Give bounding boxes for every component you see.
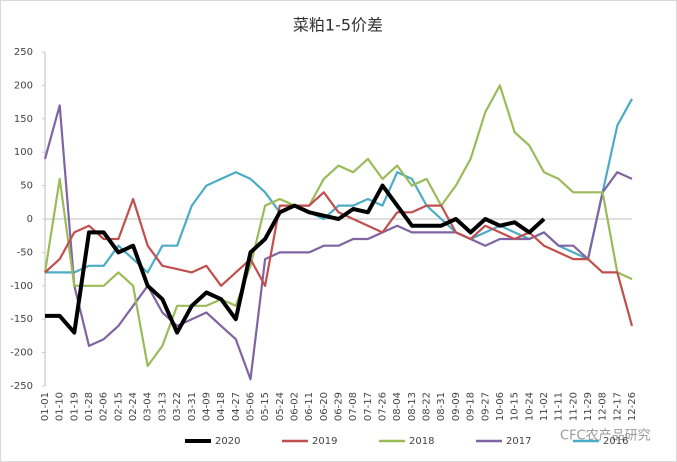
- x-tick-label: 12-26: [627, 392, 638, 421]
- x-tick-label: 06-11: [304, 392, 315, 421]
- x-tick-label: 09-27: [480, 392, 491, 421]
- y-tick-label: -250: [10, 381, 33, 392]
- x-tick-label: 11-02: [539, 392, 550, 421]
- legend-label: 2018: [409, 436, 434, 447]
- x-tick-label: 01-10: [55, 392, 66, 421]
- x-tick-label: 09-18: [466, 392, 477, 421]
- x-tick-label: 04-09: [201, 392, 212, 421]
- x-tick-label: 07-08: [348, 392, 359, 421]
- x-tick-label: 05-15: [260, 392, 271, 421]
- x-tick-label: 02-15: [113, 392, 124, 421]
- x-tick-label: 10-06: [495, 392, 506, 421]
- x-tick-label: 08-13: [407, 392, 418, 421]
- y-tick-label: 150: [14, 114, 33, 125]
- x-tick-label: 01-28: [84, 392, 95, 421]
- x-tick-label: 04-27: [231, 392, 242, 421]
- y-tick-label: -100: [10, 281, 33, 292]
- x-tick-label: 04-18: [216, 392, 227, 421]
- x-tick-label: 03-31: [187, 392, 198, 421]
- x-tick-label: 10-15: [510, 392, 521, 421]
- x-tick-label: 06-20: [319, 392, 330, 421]
- y-tick-label: -150: [10, 314, 33, 325]
- y-tick-label: -200: [10, 348, 33, 359]
- x-tick-label: 02-24: [128, 392, 139, 421]
- x-tick-label: 09-09: [451, 392, 462, 421]
- x-tick-label: 01-19: [69, 392, 80, 421]
- y-tick-label: 100: [14, 147, 33, 158]
- x-tick-label: 11-20: [568, 392, 579, 421]
- x-tick-label: 05-06: [245, 392, 256, 421]
- series-line: [44, 191, 634, 327]
- y-tick-label: 250: [14, 47, 33, 58]
- x-tick-label: 11-29: [583, 392, 594, 421]
- legend-label: 2020: [215, 436, 240, 447]
- legend-label: 2016: [603, 436, 628, 447]
- x-tick-label: 03-13: [157, 392, 168, 421]
- x-tick-label: 06-02: [289, 392, 300, 421]
- x-tick-label: 11-11: [554, 392, 565, 421]
- x-tick-label: 03-04: [143, 392, 154, 421]
- series-line: [43, 84, 633, 368]
- x-tick-label: 02-06: [99, 392, 110, 421]
- series-line: [45, 183, 546, 335]
- x-tick-label: 07-17: [363, 392, 374, 421]
- y-tick-label: 50: [20, 181, 33, 192]
- x-tick-label: 07-26: [378, 392, 389, 421]
- legend-label: 2017: [506, 436, 531, 447]
- x-tick-label: 10-24: [524, 392, 535, 421]
- y-tick-label: -50: [17, 247, 33, 258]
- chart-title: 菜粕1-5价差: [293, 16, 383, 35]
- x-tick-label: 03-22: [172, 392, 183, 421]
- x-tick-label: 08-04: [392, 392, 403, 421]
- x-tick-label: 05-24: [275, 392, 286, 421]
- x-tick-label: 01-01: [40, 392, 51, 421]
- y-tick-label: 0: [27, 214, 33, 225]
- x-tick-label: 08-22: [422, 392, 433, 421]
- x-tick-label: 08-31: [436, 392, 447, 421]
- legend-label: 2019: [312, 436, 337, 447]
- x-tick-label: 12-08: [598, 392, 609, 421]
- y-tick-label: 200: [14, 80, 33, 91]
- x-tick-label: 06-29: [334, 392, 345, 421]
- x-tick-label: 12-17: [612, 392, 623, 421]
